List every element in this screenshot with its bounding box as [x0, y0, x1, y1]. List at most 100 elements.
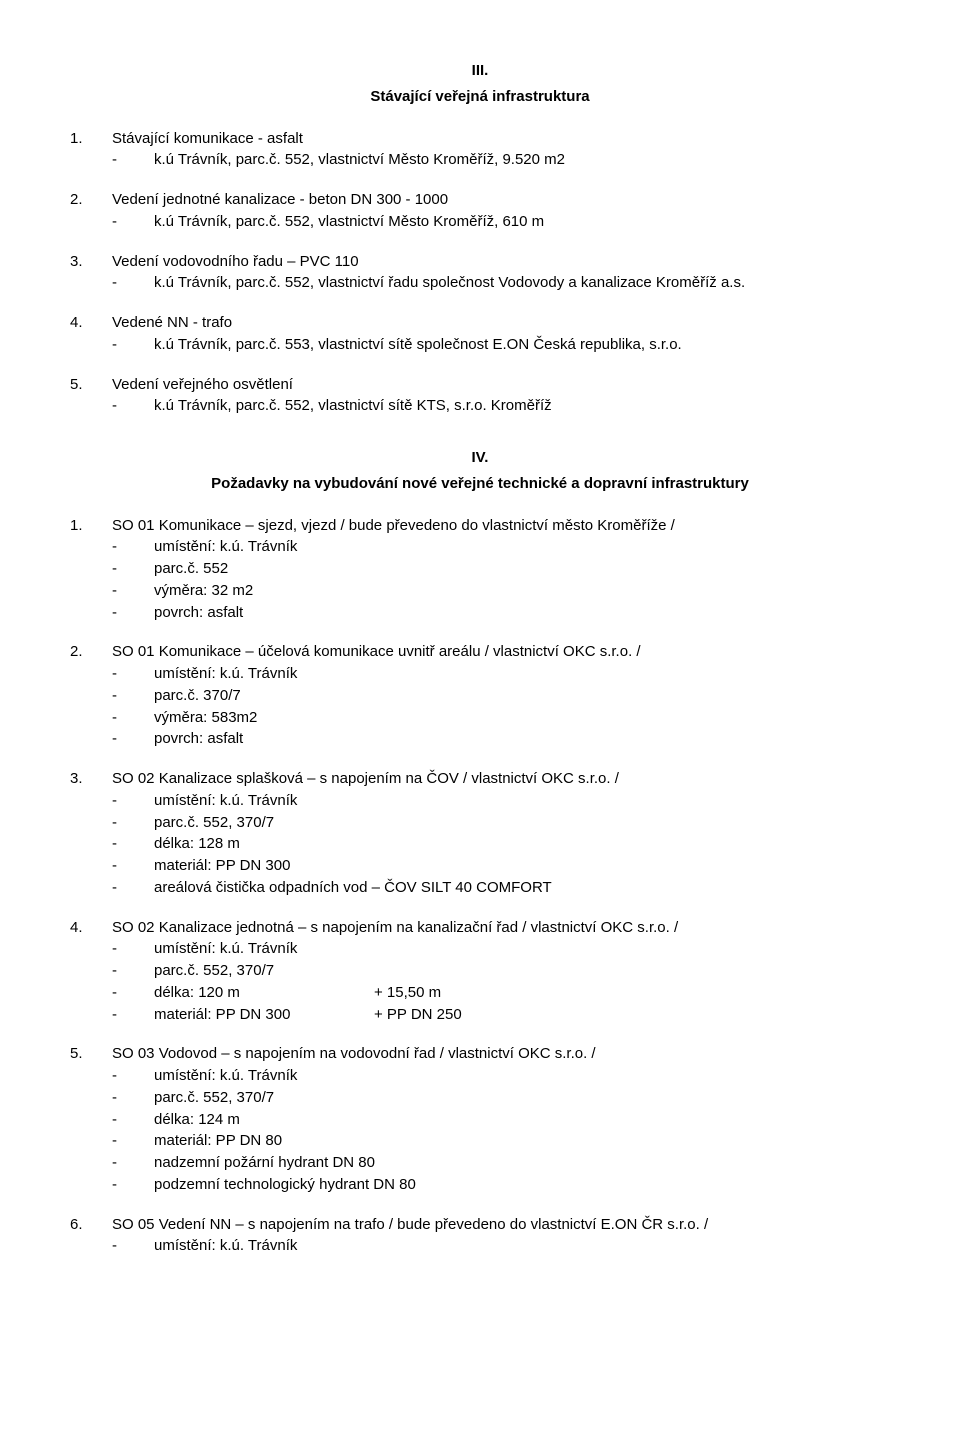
item-number: 3.	[70, 768, 112, 899]
dash-icon: -	[112, 833, 154, 855]
item-head: SO 02 Kanalizace jednotná – s napojením …	[112, 917, 890, 939]
list-item: 3.Vedení vodovodního řadu – PVC 110-k.ú …	[70, 251, 890, 295]
item-subtext: k.ú Trávník, parc.č. 553, vlastnictví sí…	[154, 334, 890, 356]
item-body: Vedení jednotné kanalizace - beton DN 30…	[112, 189, 890, 233]
item-subtext: povrch: asfalt	[154, 728, 890, 750]
item-subtext: k.ú Trávník, parc.č. 552, vlastnictví sí…	[154, 395, 890, 417]
dash-icon: -	[112, 395, 154, 417]
section-iv-list: 1.SO 01 Komunikace – sjezd, vjezd / bude…	[70, 515, 890, 1258]
item-subline: -délka: 120 m+ 15,50 m	[112, 982, 890, 1004]
item-subline: -materiál: PP DN 300	[112, 855, 890, 877]
item-head: Vedení jednotné kanalizace - beton DN 30…	[112, 189, 890, 211]
item-subtext: k.ú Trávník, parc.č. 552, vlastnictví řa…	[154, 272, 890, 294]
dash-icon: -	[112, 1174, 154, 1196]
item-subline: -umístění: k.ú. Trávník	[112, 536, 890, 558]
item-subtext: parc.č. 552, 370/7	[154, 812, 890, 834]
dash-icon: -	[112, 272, 154, 294]
dash-icon: -	[112, 536, 154, 558]
item-subtext: materiál: PP DN 80	[154, 1130, 890, 1152]
item-subtext: k.ú Trávník, parc.č. 552, vlastnictví Mě…	[154, 211, 890, 233]
item-body: SO 03 Vodovod – s napojením na vodovodní…	[112, 1043, 890, 1195]
dash-icon: -	[112, 728, 154, 750]
dash-icon: -	[112, 1235, 154, 1257]
item-subtext: parc.č. 552, 370/7	[154, 960, 890, 982]
list-item: 5.Vedení veřejného osvětlení-k.ú Trávník…	[70, 374, 890, 418]
dash-icon: -	[112, 580, 154, 602]
section-iv-num: IV.	[70, 447, 890, 469]
item-subline: -délka: 128 m	[112, 833, 890, 855]
list-item: 2.SO 01 Komunikace – účelová komunikace …	[70, 641, 890, 750]
item-subline: -umístění: k.ú. Trávník	[112, 1235, 890, 1257]
item-subtext: délka: 128 m	[154, 833, 890, 855]
item-head: Vedení vodovodního řadu – PVC 110	[112, 251, 890, 273]
dash-icon: -	[112, 1087, 154, 1109]
dash-icon: -	[112, 1065, 154, 1087]
item-head: SO 03 Vodovod – s napojením na vodovodní…	[112, 1043, 890, 1065]
dash-icon: -	[112, 855, 154, 877]
col-1: materiál: PP DN 300	[154, 1004, 374, 1026]
col-1: délka: 120 m	[154, 982, 374, 1004]
item-subline: -délka: 124 m	[112, 1109, 890, 1131]
item-subline: -výměra: 583m2	[112, 707, 890, 729]
item-subtext: parc.č. 552	[154, 558, 890, 580]
section-iv-title: Požadavky na vybudování nové veřejné tec…	[70, 473, 890, 495]
dash-icon: -	[112, 982, 154, 1004]
item-subline: -výměra: 32 m2	[112, 580, 890, 602]
item-subline: -umístění: k.ú. Trávník	[112, 663, 890, 685]
section-iii-title: Stávající veřejná infrastruktura	[70, 86, 890, 108]
item-subtext: materiál: PP DN 300+ PP DN 250	[154, 1004, 890, 1026]
list-item: 6.SO 05 Vedení NN – s napojením na trafo…	[70, 1214, 890, 1258]
item-subline: -umístění: k.ú. Trávník	[112, 938, 890, 960]
item-subtext: umístění: k.ú. Trávník	[154, 1235, 890, 1257]
item-number: 3.	[70, 251, 112, 295]
dash-icon: -	[112, 558, 154, 580]
list-item: 2.Vedení jednotné kanalizace - beton DN …	[70, 189, 890, 233]
item-subline: -umístění: k.ú. Trávník	[112, 790, 890, 812]
item-subline: -k.ú Trávník, parc.č. 552, vlastnictví M…	[112, 149, 890, 171]
item-number: 4.	[70, 917, 112, 1026]
item-body: SO 02 Kanalizace jednotná – s napojením …	[112, 917, 890, 1026]
item-subline: -parc.č. 552	[112, 558, 890, 580]
item-subtext: podzemní technologický hydrant DN 80	[154, 1174, 890, 1196]
dash-icon: -	[112, 334, 154, 356]
list-item: 1.Stávající komunikace - asfalt-k.ú Tráv…	[70, 128, 890, 172]
item-number: 5.	[70, 1043, 112, 1195]
dash-icon: -	[112, 149, 154, 171]
item-body: SO 01 Komunikace – sjezd, vjezd / bude p…	[112, 515, 890, 624]
item-subline: -nadzemní požární hydrant DN 80	[112, 1152, 890, 1174]
dash-icon: -	[112, 1130, 154, 1152]
item-subtext: výměra: 583m2	[154, 707, 890, 729]
item-subtext: umístění: k.ú. Trávník	[154, 1065, 890, 1087]
item-subline: -k.ú Trávník, parc.č. 553, vlastnictví s…	[112, 334, 890, 356]
item-body: SO 01 Komunikace – účelová komunikace uv…	[112, 641, 890, 750]
item-subline: -parc.č. 552, 370/7	[112, 812, 890, 834]
list-item: 3.SO 02 Kanalizace splašková – s napojen…	[70, 768, 890, 899]
item-subline: -k.ú Trávník, parc.č. 552, vlastnictví ř…	[112, 272, 890, 294]
item-head: SO 01 Komunikace – účelová komunikace uv…	[112, 641, 890, 663]
item-subtext: povrch: asfalt	[154, 602, 890, 624]
section-iii-num: III.	[70, 60, 890, 82]
dash-icon: -	[112, 685, 154, 707]
item-subtext: výměra: 32 m2	[154, 580, 890, 602]
item-subline: -areálová čistička odpadních vod – ČOV S…	[112, 877, 890, 899]
item-subline: -k.ú Trávník, parc.č. 552, vlastnictví s…	[112, 395, 890, 417]
dash-icon: -	[112, 211, 154, 233]
item-subline: -materiál: PP DN 300+ PP DN 250	[112, 1004, 890, 1026]
dash-icon: -	[112, 960, 154, 982]
list-item: 5.SO 03 Vodovod – s napojením na vodovod…	[70, 1043, 890, 1195]
item-number: 1.	[70, 515, 112, 624]
item-head: Vedení veřejného osvětlení	[112, 374, 890, 396]
item-subline: -umístění: k.ú. Trávník	[112, 1065, 890, 1087]
list-item: 4.SO 02 Kanalizace jednotná – s napojení…	[70, 917, 890, 1026]
dash-icon: -	[112, 663, 154, 685]
col-2: + 15,50 m	[374, 982, 890, 1004]
item-body: SO 02 Kanalizace splašková – s napojením…	[112, 768, 890, 899]
dash-icon: -	[112, 602, 154, 624]
list-item: 1.SO 01 Komunikace – sjezd, vjezd / bude…	[70, 515, 890, 624]
item-body: Stávající komunikace - asfalt-k.ú Trávní…	[112, 128, 890, 172]
dash-icon: -	[112, 877, 154, 899]
item-subline: -povrch: asfalt	[112, 728, 890, 750]
item-number: 2.	[70, 189, 112, 233]
col-2: + PP DN 250	[374, 1004, 890, 1026]
dash-icon: -	[112, 1109, 154, 1131]
